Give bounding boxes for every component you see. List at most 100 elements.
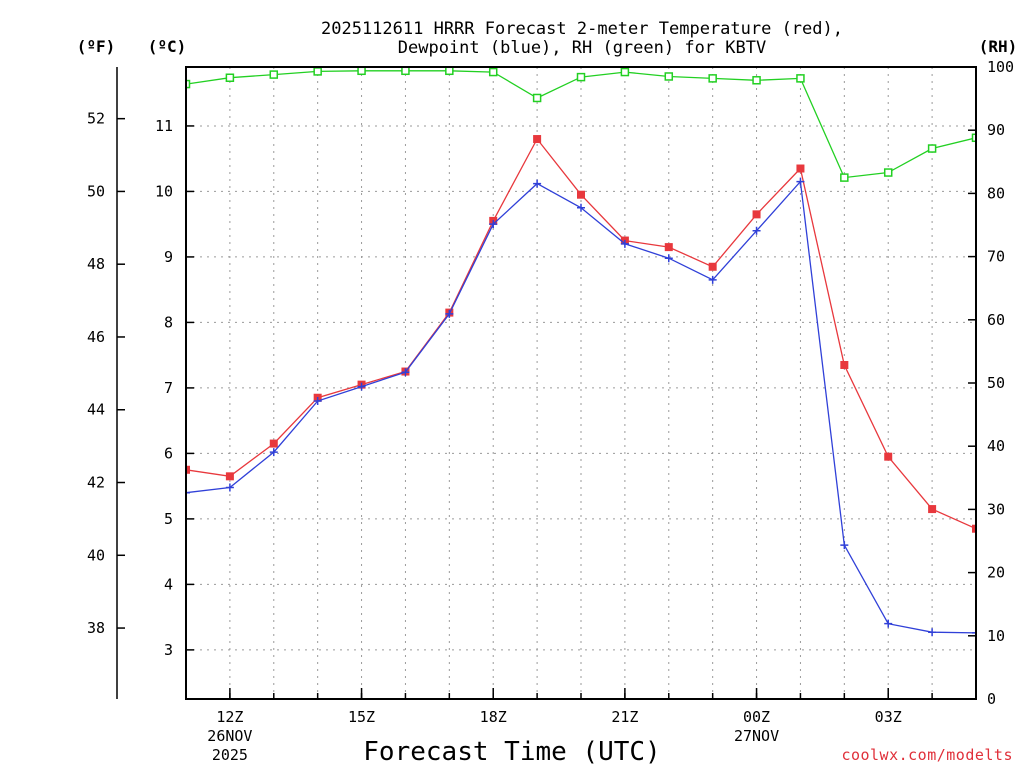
fahrenheit-tick-label: 42 xyxy=(87,474,105,492)
celsius-tick-label: 10 xyxy=(155,182,173,200)
x-tick-date-label: 26NOV xyxy=(207,727,252,745)
rh-point xyxy=(445,67,454,76)
celsius-tick-label: 7 xyxy=(164,379,173,397)
fahrenheit-unit-label: (ºF) xyxy=(77,37,116,56)
credit-link[interactable]: coolwx.com/modelts xyxy=(841,746,1013,764)
fahrenheit-tick-label: 48 xyxy=(87,255,105,273)
x-tick-label: 03Z xyxy=(875,708,902,726)
rh-point xyxy=(357,67,366,76)
rh-tick-label: 0 xyxy=(987,690,996,708)
dewpoint-point xyxy=(445,309,454,318)
chart-title-line2: Dewpoint (blue), RH (green) for KBTV xyxy=(398,38,766,58)
dewpoint-point xyxy=(577,203,585,212)
rh-point xyxy=(708,74,717,83)
rh-point xyxy=(186,79,191,89)
grid-lines xyxy=(186,67,976,699)
fahrenheit-tick-label: 38 xyxy=(87,619,105,637)
celsius-tick-label: 5 xyxy=(164,510,173,528)
dewpoint-point xyxy=(928,628,937,637)
temperature-point xyxy=(664,243,673,252)
series-rh xyxy=(186,67,976,182)
x-tick-label: 15Z xyxy=(348,708,375,726)
rh-point xyxy=(488,67,498,77)
rh-tick-label: 50 xyxy=(987,374,1005,392)
dewpoint-point xyxy=(225,483,234,492)
fahrenheit-tick-label: 40 xyxy=(87,546,105,564)
rh-point xyxy=(927,144,937,153)
rh-tick-label: 60 xyxy=(987,311,1005,329)
temperature-point xyxy=(884,452,893,461)
rh-tick-label: 10 xyxy=(987,627,1005,645)
celsius-tick-label: 6 xyxy=(164,444,173,462)
rh-tick-label: 80 xyxy=(987,184,1005,202)
rh-point xyxy=(401,67,410,76)
rh-point xyxy=(796,74,805,83)
celsius-tick-label: 8 xyxy=(164,313,173,331)
celsius-tick-label: 9 xyxy=(164,248,173,266)
rh-point xyxy=(840,173,849,182)
dewpoint-point xyxy=(664,254,673,263)
temperature-point xyxy=(972,524,976,533)
temperature-point xyxy=(708,262,717,271)
x-tick-date-label: 27NOV xyxy=(734,727,779,745)
dewpoint-point xyxy=(533,179,542,188)
celsius-unit-label: (ºC) xyxy=(148,37,187,56)
dewpoint-point xyxy=(489,220,498,229)
dewpoint-point xyxy=(357,382,366,391)
rh-point xyxy=(883,168,893,177)
rh-tick-label: 100 xyxy=(987,58,1014,76)
rh-tick-label: 90 xyxy=(987,121,1005,139)
series-dewpoint xyxy=(186,177,976,637)
axes: 38 40 42 44 46 48 50 52 3 4 5 6 7 8 9 10 11 0 10 20 30 40 50 60… xyxy=(87,58,1014,764)
rh-tick-label: 70 xyxy=(987,248,1005,266)
x-tick-year-label: 2025 xyxy=(212,746,248,764)
fahrenheit-tick-label: 44 xyxy=(87,401,105,419)
dewpoint-point xyxy=(708,275,717,284)
dewpoint-point xyxy=(752,226,761,235)
celsius-tick-label: 4 xyxy=(164,575,173,593)
dewpoint-point xyxy=(620,239,629,248)
temperature-point xyxy=(577,190,585,199)
rh-point xyxy=(620,67,630,77)
celsius-tick-label: 3 xyxy=(164,641,173,659)
rh-tick-label: 30 xyxy=(987,500,1005,518)
rh-point xyxy=(971,133,976,143)
celsius-tick-label: 11 xyxy=(155,117,173,135)
x-tick-label: 00Z xyxy=(743,708,770,726)
temperature-point xyxy=(928,505,937,514)
x-axis-title: Forecast Time (UTC) xyxy=(363,737,660,767)
temperature-point xyxy=(269,439,278,448)
rh-unit-label: (RH) xyxy=(979,37,1018,56)
x-tick-label: 12Z xyxy=(216,708,243,726)
fahrenheit-tick-label: 52 xyxy=(87,110,105,128)
chart-title-line1: 2025112611 HRRR Forecast 2-meter Tempera… xyxy=(321,19,843,39)
rh-point xyxy=(664,72,674,81)
rh-point xyxy=(269,70,279,79)
temperature-point xyxy=(752,210,761,219)
dewpoint-point xyxy=(972,628,976,637)
rh-point xyxy=(576,72,586,82)
dewpoint-point xyxy=(313,397,322,406)
dewpoint-point xyxy=(796,177,805,186)
rh-tick-label: 20 xyxy=(987,564,1005,582)
fahrenheit-tick-label: 50 xyxy=(87,182,105,200)
x-tick-label: 18Z xyxy=(480,708,507,726)
dewpoint-point xyxy=(884,619,893,628)
dewpoint-point xyxy=(840,541,849,550)
temperature-point xyxy=(225,472,234,481)
temperature-point xyxy=(796,164,805,173)
series-layer xyxy=(186,67,976,637)
rh-point xyxy=(313,67,322,76)
x-tick-label: 21Z xyxy=(611,708,638,726)
dewpoint-point xyxy=(401,368,410,377)
temperature-point xyxy=(186,465,190,474)
fahrenheit-tick-label: 46 xyxy=(87,328,105,346)
dewpoint-point xyxy=(269,448,278,457)
rh-point xyxy=(752,76,761,85)
rh-point xyxy=(532,93,542,103)
rh-tick-label: 40 xyxy=(987,437,1005,455)
dewpoint-point xyxy=(186,488,190,497)
rh-point xyxy=(225,73,235,82)
temperature-point xyxy=(533,135,542,144)
